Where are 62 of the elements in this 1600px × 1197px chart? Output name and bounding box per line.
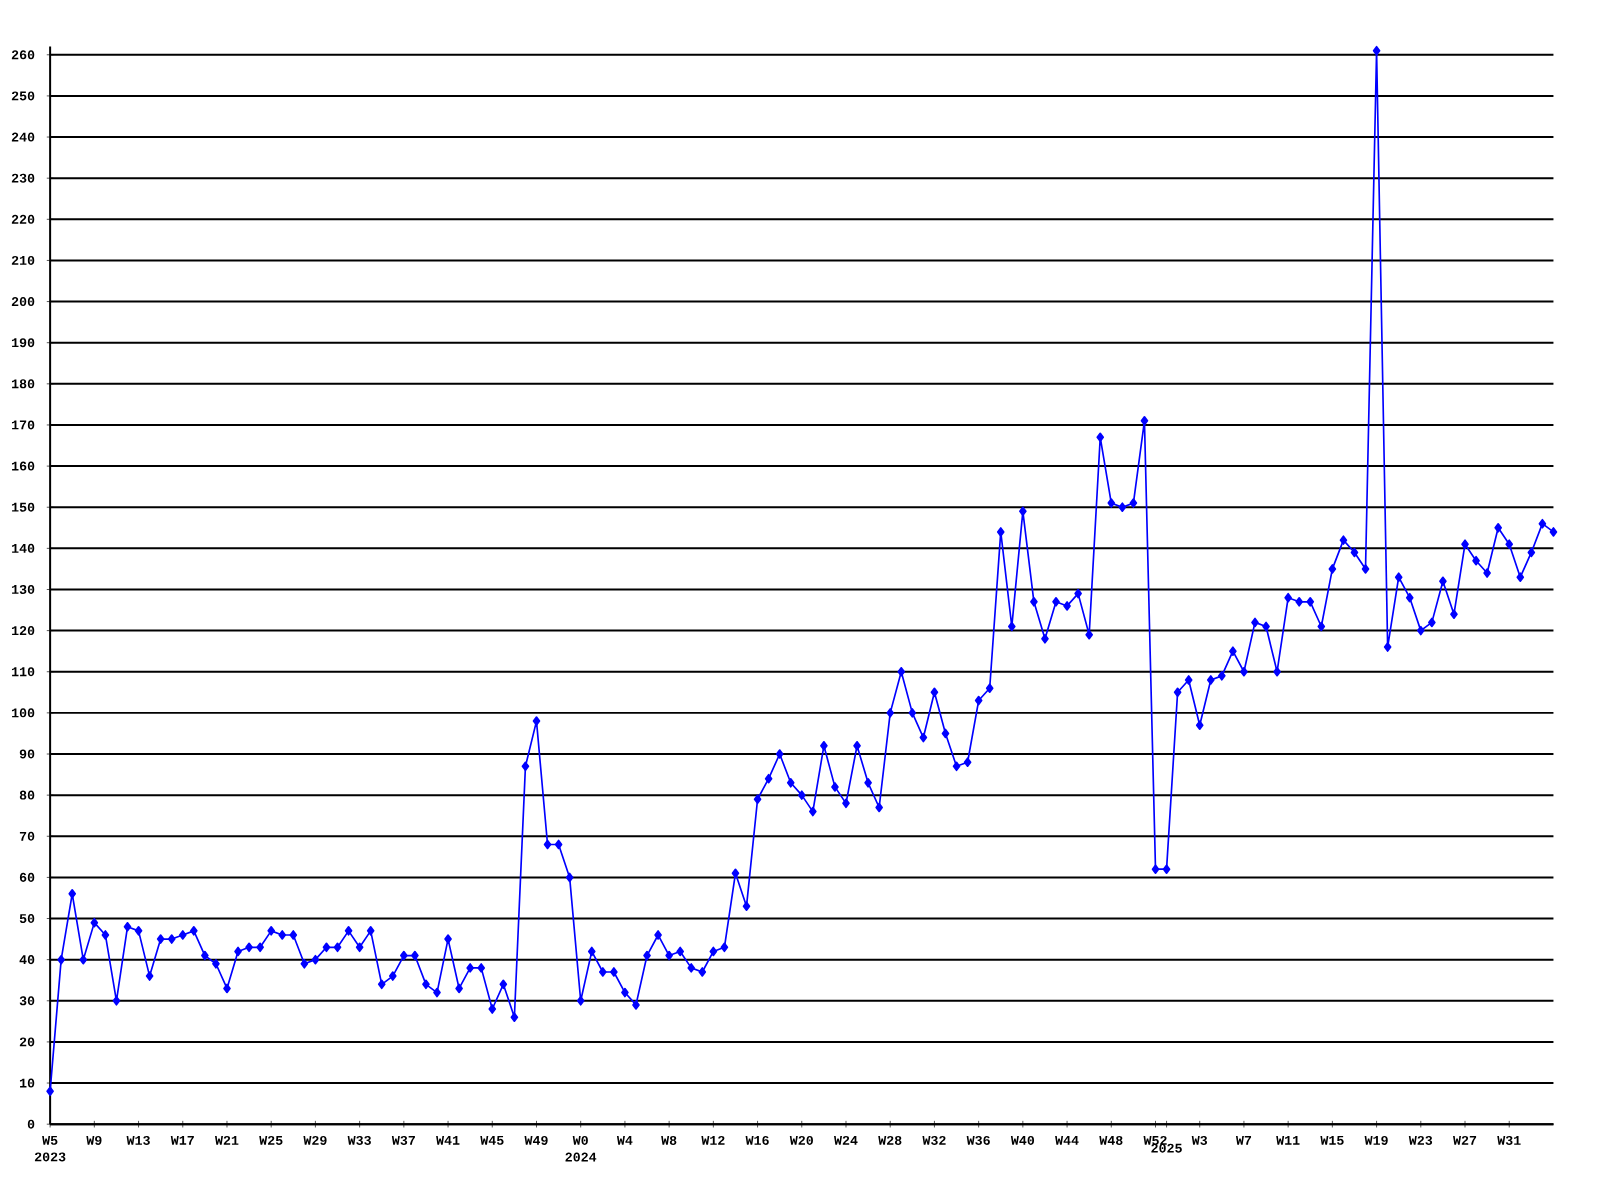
x-tick-label: W3	[1191, 1135, 1208, 1145]
y-tick-label: 240	[11, 132, 35, 142]
y-tick-label: 110	[11, 667, 35, 677]
x-tick-label: W27	[1453, 1135, 1477, 1145]
x-tick-label: W8	[661, 1135, 677, 1145]
y-tick-label: 90	[19, 749, 35, 759]
y-tick-label: 210	[11, 255, 35, 265]
x-tick-label: W23	[1408, 1135, 1433, 1145]
y-tick-label: 50	[19, 913, 35, 923]
x-tick-label: W11	[1276, 1135, 1300, 1145]
x-tick-label: W40	[1010, 1135, 1035, 1145]
y-tick-label: 150	[11, 502, 35, 512]
y-tick-label: 70	[19, 831, 35, 841]
x-tick-label: W37	[391, 1135, 415, 1145]
y-tick-label: 20	[19, 1037, 35, 1047]
x-tick-label: W15	[1320, 1135, 1344, 1145]
y-tick-label: 10	[19, 1078, 35, 1088]
y-tick-label: 170	[11, 420, 35, 430]
y-tick-label: 80	[19, 790, 35, 800]
x-tick-label: W48	[1099, 1135, 1123, 1145]
y-tick-label: 230	[11, 173, 35, 183]
x-tick-label: W25	[259, 1135, 283, 1145]
y-tick-label: 120	[11, 625, 35, 635]
x-tick-label: W5 2023	[34, 1135, 66, 1162]
x-tick-label: W21	[215, 1135, 239, 1145]
y-tick-label: 140	[11, 543, 35, 553]
x-tick-label: W17	[170, 1135, 194, 1145]
x-tick-label: W9	[86, 1135, 102, 1145]
y-tick-label: 220	[11, 214, 35, 224]
y-tick-label: 200	[11, 296, 35, 306]
x-tick-label: W45	[480, 1135, 504, 1145]
x-tick-label: W24	[834, 1135, 858, 1145]
x-tick-label: W41	[436, 1135, 460, 1145]
x-tick-label: W12	[701, 1135, 725, 1145]
x-tick-label: W31	[1497, 1135, 1521, 1145]
y-tick-label: 180	[11, 379, 35, 389]
y-tick-label: 250	[11, 91, 35, 101]
y-tick-label: 0	[27, 1119, 35, 1129]
x-tick-label: W29	[303, 1135, 327, 1145]
y-tick-label: 260	[11, 50, 35, 60]
x-tick-label: W16	[745, 1135, 769, 1145]
x-tick-label: W13	[126, 1135, 150, 1145]
x-tick-label: W49	[524, 1135, 548, 1145]
x-tick-label: W28	[878, 1135, 902, 1145]
x-tick-label: W20	[789, 1135, 813, 1145]
y-tick-label: 100	[11, 708, 35, 718]
y-tick-label: 190	[11, 337, 35, 348]
x-tick-label: W4	[616, 1135, 633, 1145]
y-tick-label: 60	[19, 872, 35, 882]
x-tick-label: W0 2024	[565, 1135, 597, 1162]
x-tick-label: 2025	[1151, 1143, 1182, 1153]
x-tick-label: W32	[922, 1135, 946, 1145]
y-tick-label: 160	[11, 461, 35, 471]
y-tick-label: 40	[19, 954, 35, 964]
y-tick-label: 30	[19, 996, 35, 1006]
x-tick-label: W52	[1143, 1135, 1167, 1145]
x-tick-label: W33	[347, 1135, 371, 1145]
x-tick-label: W44	[1055, 1135, 1079, 1145]
x-tick-label: W7	[1235, 1135, 1252, 1145]
y-tick-label: 130	[11, 584, 35, 594]
x-tick-label: W36	[966, 1135, 990, 1145]
x-tick-label: W19	[1364, 1135, 1388, 1145]
